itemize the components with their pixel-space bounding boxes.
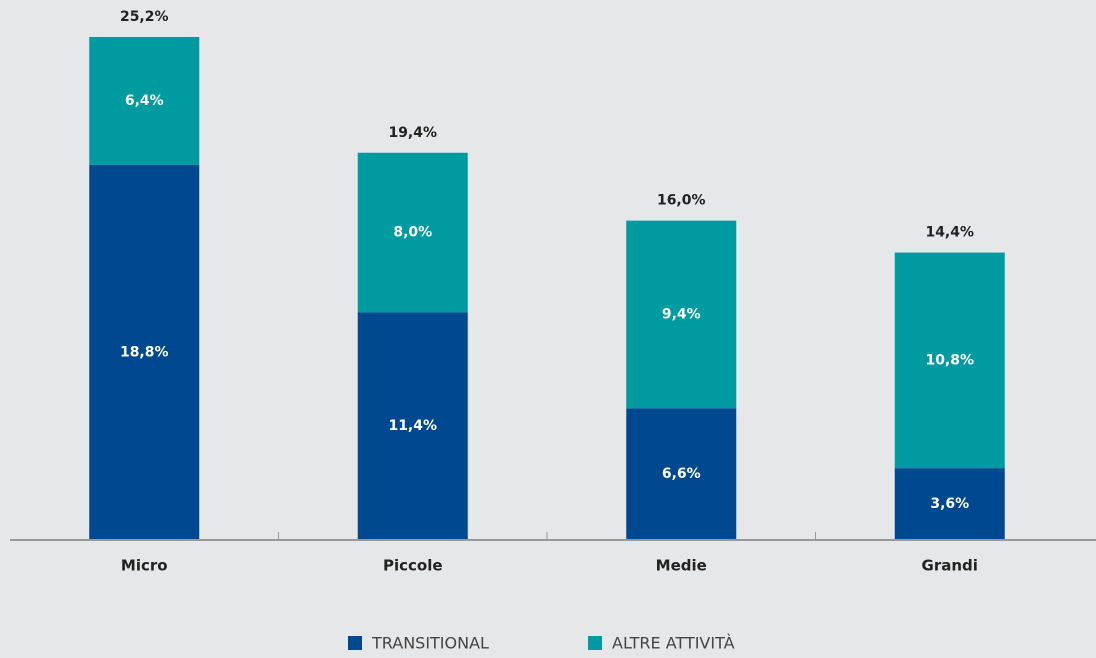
x-tick-label: Micro bbox=[121, 557, 168, 575]
legend-label: ALTRE ATTIVITÀ bbox=[612, 634, 735, 653]
total-label: 16,0% bbox=[657, 193, 706, 209]
bar-segment bbox=[626, 408, 737, 540]
bar-segment bbox=[626, 220, 737, 409]
bar-segment bbox=[894, 468, 1005, 540]
bar-segment bbox=[89, 164, 200, 540]
value-label: 11,4% bbox=[388, 418, 437, 434]
total-label: 19,4% bbox=[388, 125, 437, 141]
bar-segment bbox=[894, 252, 1005, 469]
x-tick-label: Grandi bbox=[922, 557, 978, 575]
value-label: 10,8% bbox=[925, 352, 974, 368]
legend-label: TRANSITIONAL bbox=[371, 634, 489, 653]
total-label: 25,2% bbox=[120, 9, 169, 25]
value-label: 6,4% bbox=[125, 93, 164, 109]
x-tick-label: Piccole bbox=[383, 557, 443, 575]
value-label: 18,8% bbox=[120, 344, 169, 360]
bar-segment bbox=[357, 152, 468, 313]
value-label: 8,0% bbox=[393, 225, 432, 241]
bar-segment bbox=[357, 312, 468, 540]
legend-swatch bbox=[588, 636, 602, 650]
legend-swatch bbox=[348, 636, 362, 650]
value-label: 9,4% bbox=[662, 306, 701, 322]
bar-segment bbox=[89, 37, 200, 165]
value-label: 3,6% bbox=[930, 496, 969, 512]
value-label: 6,6% bbox=[662, 466, 701, 482]
total-label: 14,4% bbox=[925, 225, 974, 241]
x-tick-label: Medie bbox=[656, 557, 707, 575]
